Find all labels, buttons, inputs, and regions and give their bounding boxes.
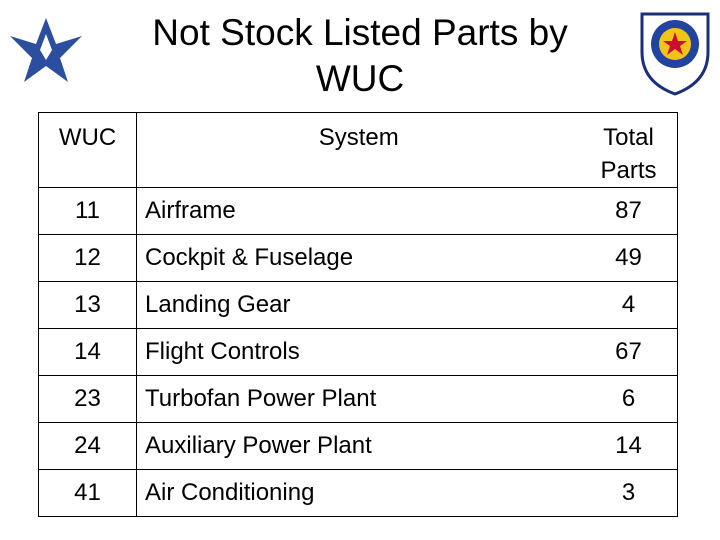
table-row: 13 Landing Gear 4 (38, 281, 677, 329)
table-row: 11 Airframe 87 (38, 187, 677, 235)
table-cell: Airframe (136, 187, 581, 235)
left-logo (10, 18, 82, 82)
table-cell: 24 (38, 422, 137, 470)
table-cell: 3 (580, 469, 677, 517)
table-cell: 4 (580, 281, 677, 329)
column-header: Total Parts (600, 124, 657, 184)
column-header: System (318, 124, 399, 151)
table-cell: 67 (580, 328, 677, 376)
column-header: WUC (38, 112, 137, 188)
parts-table: WUC System Total Parts 11 Airframe 87 12 Cockp… (38, 112, 678, 517)
table-cell: 11 (38, 187, 137, 235)
table-cell: Turbofan Power Plant (136, 375, 581, 423)
table-cell: 41 (38, 469, 137, 517)
table-cell: 23 (38, 375, 137, 423)
table-cell: Landing Gear (136, 281, 581, 329)
table-cell: 87 (580, 187, 677, 235)
shield-star (663, 32, 687, 55)
table-cell: 6 (580, 375, 677, 423)
table-cell: 12 (38, 234, 137, 282)
table-cell: Air Conditioning (136, 469, 581, 517)
table-row: 12 Cockpit & Fuselage 49 (38, 234, 677, 282)
header-row: WUC System Total Parts (38, 112, 678, 188)
table-row: 41 Air Conditioning 3 (38, 469, 677, 517)
table-body: 11 Airframe 87 12 Cockpit & Fuselage 49 13 Land… (38, 187, 677, 517)
title: Not Stock Listed Parts by WUC (152, 12, 568, 99)
table-cell: 14 (580, 422, 677, 470)
table-row: 14 Flight Controls 67 (38, 328, 677, 376)
table-cell: 49 (580, 234, 677, 282)
table-row: 24 Auxiliary Power Plant 14 (38, 422, 677, 470)
table-cell: 14 (38, 328, 137, 376)
star-cut (40, 34, 52, 60)
table-cell: 13 (38, 281, 137, 329)
table-cell: Auxiliary Power Plant (136, 422, 581, 470)
table-row: 23 Turbofan Power Plant 6 (38, 375, 677, 423)
table-cell: Flight Controls (136, 328, 581, 376)
right-logo (640, 12, 710, 96)
table-cell: Cockpit & Fuselage (136, 234, 581, 282)
